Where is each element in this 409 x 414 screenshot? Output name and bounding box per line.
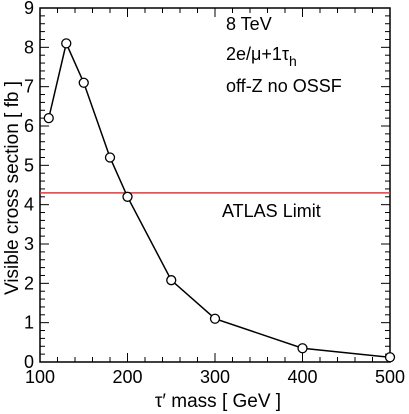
axes-layer (39, 7, 391, 363)
selection-annotation: off-Z no OSSF (226, 76, 342, 96)
data-points (43, 38, 396, 363)
data-point (384, 352, 396, 363)
y-tick-label: 7 (24, 77, 34, 97)
y-tick-label: 3 (24, 234, 34, 254)
channel-subscript: h (289, 53, 297, 69)
data-point (104, 152, 116, 163)
x-tick-label: 200 (112, 367, 142, 387)
tick-labels: 100 200 300 400 500 0 1 2 3 4 5 6 7 8 9 (24, 0, 405, 387)
atlas-limit-label: ATLAS Limit (222, 201, 321, 221)
x-tick-label: 100 (25, 367, 55, 387)
y-axis-title: Visible cross section [ fb ] (2, 81, 23, 295)
data-point (122, 191, 133, 202)
channel-main: 2e/μ+1τ (226, 44, 289, 64)
y-tick-label: 2 (24, 273, 34, 293)
y-tick-label: 4 (24, 195, 34, 215)
y-tick-label: 8 (24, 37, 34, 57)
data-point (78, 77, 89, 88)
channel-annotation: 2e/μ+1τh (226, 44, 297, 69)
data-point (61, 38, 72, 49)
x-tick-label: 500 (375, 367, 405, 387)
x-axis-title: τ′ mass [ GeV ] (155, 391, 281, 412)
x-tick-label: 300 (200, 367, 230, 387)
data-point (209, 313, 221, 324)
data-point (166, 275, 177, 286)
energy-annotation: 8 TeV (226, 14, 272, 34)
data-point (43, 112, 54, 124)
y-tick-label: 1 (24, 313, 34, 333)
plot-frame (39, 7, 391, 363)
y-tick-label: 0 (24, 352, 34, 372)
y-tick-label: 9 (24, 0, 34, 18)
y-tick-label: 6 (24, 116, 34, 136)
y-tick-label: 5 (24, 155, 34, 175)
data-point (297, 343, 308, 354)
x-tick-label: 400 (287, 367, 317, 387)
